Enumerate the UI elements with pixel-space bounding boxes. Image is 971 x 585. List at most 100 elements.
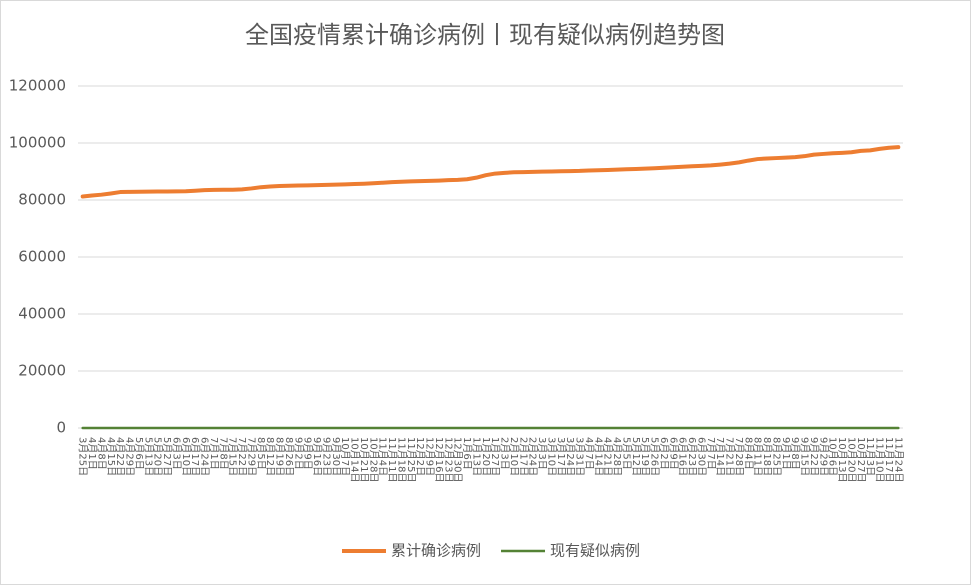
x-tick-label: 5月13日	[142, 437, 154, 476]
x-tick-label: 3月3日	[536, 437, 548, 470]
x-tick-label: 12月30日	[452, 437, 464, 482]
y-tick-label: 0	[56, 419, 66, 437]
x-tick-label: 4月29日	[124, 437, 136, 476]
x-tick-label: 8月4日	[742, 437, 754, 470]
x-tick-label: 2月17日	[517, 437, 529, 476]
y-tick-label: 120000	[9, 77, 66, 95]
legend-label: 现有疑似病例	[550, 542, 640, 560]
x-tick-label: 11月3日	[864, 437, 876, 476]
x-tick-label: 1月13日	[470, 437, 482, 476]
x-tick-label: 10月27日	[855, 437, 867, 482]
x-tick-label: 12月16日	[433, 437, 445, 482]
x-tick-label: 4月14日	[592, 437, 604, 476]
x-tick-label: 9月16日	[311, 437, 323, 476]
legend-label: 累计确诊病例	[391, 542, 481, 560]
x-tick-label: 7月29日	[245, 437, 257, 476]
x-tick-label: 8月5日	[255, 437, 267, 470]
x-tick-label: 5月5日	[620, 437, 632, 470]
x-tick-label: 6月17日	[189, 437, 201, 476]
x-tick-label: 5月6日	[133, 437, 145, 470]
x-tick-label: 3月25日	[77, 437, 89, 476]
x-tick-label: 6月3日	[170, 437, 182, 470]
chart-title: 全国疫情累计确诊病例丨现有疑似病例趋势图	[245, 21, 725, 49]
x-tick-label: 4月15日	[105, 437, 117, 476]
series-line	[80, 145, 901, 199]
x-tick-label: 1月6日	[461, 437, 473, 470]
y-tick-label: 80000	[18, 191, 66, 209]
x-tick-label: 11月24日	[892, 437, 904, 482]
x-tick-label: 7月1日	[208, 437, 220, 470]
x-tick-label: 4月7日	[583, 437, 595, 470]
x-tick-label: 8月19日	[274, 437, 286, 476]
x-tick-label: 2月24日	[527, 437, 539, 476]
x-tick-label: 7月8日	[217, 437, 229, 470]
x-tick-label: 9月30日	[330, 437, 342, 476]
x-tick-label: 7月22日	[236, 437, 248, 476]
x-tick-label: 9月1日	[780, 437, 792, 470]
x-tick-label: 5月27日	[161, 437, 173, 476]
x-tick-label: 3月17日	[555, 437, 567, 476]
x-tick-label: 10月28日	[367, 437, 379, 482]
x-tick-label: 6月23日	[686, 437, 698, 476]
x-tick-label: 9月15日	[799, 437, 811, 476]
x-tick-label: 7月14日	[714, 437, 726, 476]
x-tick-label: 6月30日	[695, 437, 707, 476]
y-tick-label: 60000	[18, 248, 66, 266]
x-tick-label: 8月18日	[761, 437, 773, 476]
x-tick-label: 11月11日	[386, 437, 398, 482]
x-tick-label: 8月12日	[264, 437, 276, 476]
x-tick-label: 12月9日	[424, 437, 436, 476]
x-tick-label: 5月12日	[630, 437, 642, 476]
x-tick-label: 5月26日	[649, 437, 661, 476]
x-tick-label: 12月2日	[414, 437, 426, 476]
x-tick-label: 8月26日	[283, 437, 295, 476]
x-tick-label: 4月1日	[86, 437, 98, 470]
x-tick-label: 10月20日	[845, 437, 857, 482]
x-tick-label: 11月10日	[874, 437, 886, 482]
x-tick-label: 8月25日	[770, 437, 782, 476]
x-tick-label: 9月9日	[302, 437, 314, 470]
x-tick-label: 10月21日	[358, 437, 370, 482]
x-tick-label: 2月3日	[499, 437, 511, 470]
y-tick-label: 100000	[9, 134, 66, 152]
y-tick-label: 20000	[18, 362, 66, 380]
x-tick-label: 7月28日	[733, 437, 745, 476]
x-tick-label: 4月21日	[602, 437, 614, 476]
x-tick-label: 2月10日	[508, 437, 520, 476]
x-tick-label: 3月24日	[564, 437, 576, 476]
y-tick-label: 40000	[18, 305, 66, 323]
x-tick-label: 10月14日	[349, 437, 361, 482]
x-tick-label: 1月20日	[480, 437, 492, 476]
x-tick-label: 11月25日	[405, 437, 417, 482]
x-tick-label: 6月10日	[180, 437, 192, 476]
x-tick-label: 9月29日	[817, 437, 829, 476]
x-tick-label: 7月15日	[227, 437, 239, 476]
x-tick-label: 5月19日	[639, 437, 651, 476]
x-tick-label: 3月31日	[574, 437, 586, 476]
x-tick-label: 10月13日	[836, 437, 848, 482]
x-tick-label: 8月11日	[752, 437, 764, 476]
x-tick-label: 6月2日	[658, 437, 670, 470]
x-tick-label: 12月23日	[442, 437, 454, 482]
x-tick-label: 11月18日	[395, 437, 407, 482]
x-tick-label: 3月10日	[545, 437, 557, 476]
x-tick-label: 11月4日	[377, 437, 389, 476]
x-tick-label: 9月23日	[320, 437, 332, 476]
x-tick-label: 9月2日	[292, 437, 304, 470]
x-tick-label: 5月20日	[152, 437, 164, 476]
x-tick-label: 7月21日	[724, 437, 736, 476]
x-tick-label: 9月22日	[808, 437, 820, 476]
x-tick-label: 10月6日	[827, 437, 839, 476]
x-tick-label: 4月8日	[95, 437, 107, 470]
x-tick-label: 11月17日	[883, 437, 895, 482]
x-tick-label: 7月7日	[705, 437, 717, 470]
x-tick-label: 4月28日	[611, 437, 623, 476]
x-tick-label: 10月7日	[339, 437, 351, 476]
x-tick-label: 1月27日	[489, 437, 501, 476]
x-tick-label: 6月24日	[199, 437, 211, 476]
x-tick-label: 4月22日	[114, 437, 126, 476]
x-tick-label: 9月8日	[789, 437, 801, 470]
x-tick-label: 6月9日	[667, 437, 679, 470]
